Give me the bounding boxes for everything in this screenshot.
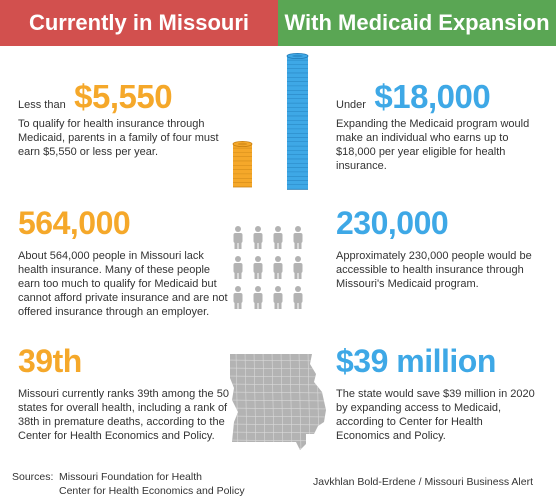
coin [287,185,308,190]
coin [287,116,308,121]
header-currently-in-missouri: Currently in Missouri [0,0,278,46]
coin [287,142,308,147]
right-savings-text: The state would save $39 million in 2020… [336,388,535,442]
coin [287,159,308,164]
coin [287,99,308,104]
right-income-heading: Under $18,000 [336,78,491,116]
coin [233,174,252,179]
coin [287,64,308,70]
coin [287,103,308,108]
sources-label: Sources: [12,471,54,483]
coin [233,169,252,175]
person-icon [273,226,283,249]
coin [233,165,252,171]
coin [287,163,308,169]
right-covered-value: 230,000 [336,205,449,241]
coin [287,150,308,156]
coin [287,60,308,66]
coin [287,124,308,130]
left-income-value: $5,550 [74,78,173,115]
source-1: Missouri Foundation for Health [59,471,202,483]
coin [287,90,308,96]
coin [287,172,308,177]
right-income-value: $18,000 [374,78,491,115]
person-icon [253,226,263,249]
person-icon [253,256,263,279]
person-icon [293,286,303,309]
person-icon [273,256,283,279]
left-uninsured-text: About 564,000 people in Missouri lack he… [18,250,228,318]
credit: Javkhlan Bold-Erdene / Missouri Business… [313,476,534,488]
coin [287,146,308,151]
left-rank-value: 39th [18,343,82,379]
coin [287,73,308,78]
coin [287,180,308,186]
left-income-prefix: Less than [18,99,66,111]
coin [287,154,308,160]
coin [287,111,308,117]
coin [233,152,252,158]
person-icon [273,286,283,309]
right-income-text: Expanding the Medicaid program would mak… [336,118,530,172]
large-coin-stack-icon [286,53,309,190]
coin [233,182,252,188]
coin [287,68,308,74]
coin [287,137,308,143]
right-savings-value: $39 million [336,343,496,379]
people-icon-grid [233,226,303,309]
header-with-medicaid-expansion: With Medicaid Expansion [278,0,556,46]
missouri-map-icon [230,354,326,450]
right-covered-text: Approximately 230,000 people would be ac… [336,250,532,290]
right-income-prefix: Under [336,99,366,111]
coin [287,129,308,134]
coin [287,176,308,182]
person-icon [293,226,303,249]
coin [287,94,308,100]
coin [233,178,252,184]
coin [233,148,252,154]
coin [287,81,308,87]
source-2: Center for Health Economics and Policy [59,485,245,497]
person-icon [233,256,243,279]
person-icon [253,286,263,309]
coin [287,120,308,126]
person-icon [233,286,243,309]
coin [287,133,308,139]
coin [287,77,308,83]
small-coin-stack-icon [232,141,253,188]
person-icon [233,226,243,249]
coin [287,86,308,91]
left-income-heading: Less than $5,550 [18,78,173,116]
person-icon [293,256,303,279]
coin [287,107,308,113]
coin [287,167,308,173]
left-rank-text: Missouri currently ranks 39th among the … [18,388,229,442]
left-uninsured-value: 564,000 [18,205,131,241]
coin [233,156,252,162]
left-income-text: To qualify for health insurance through … [18,118,219,158]
coin [233,161,252,166]
